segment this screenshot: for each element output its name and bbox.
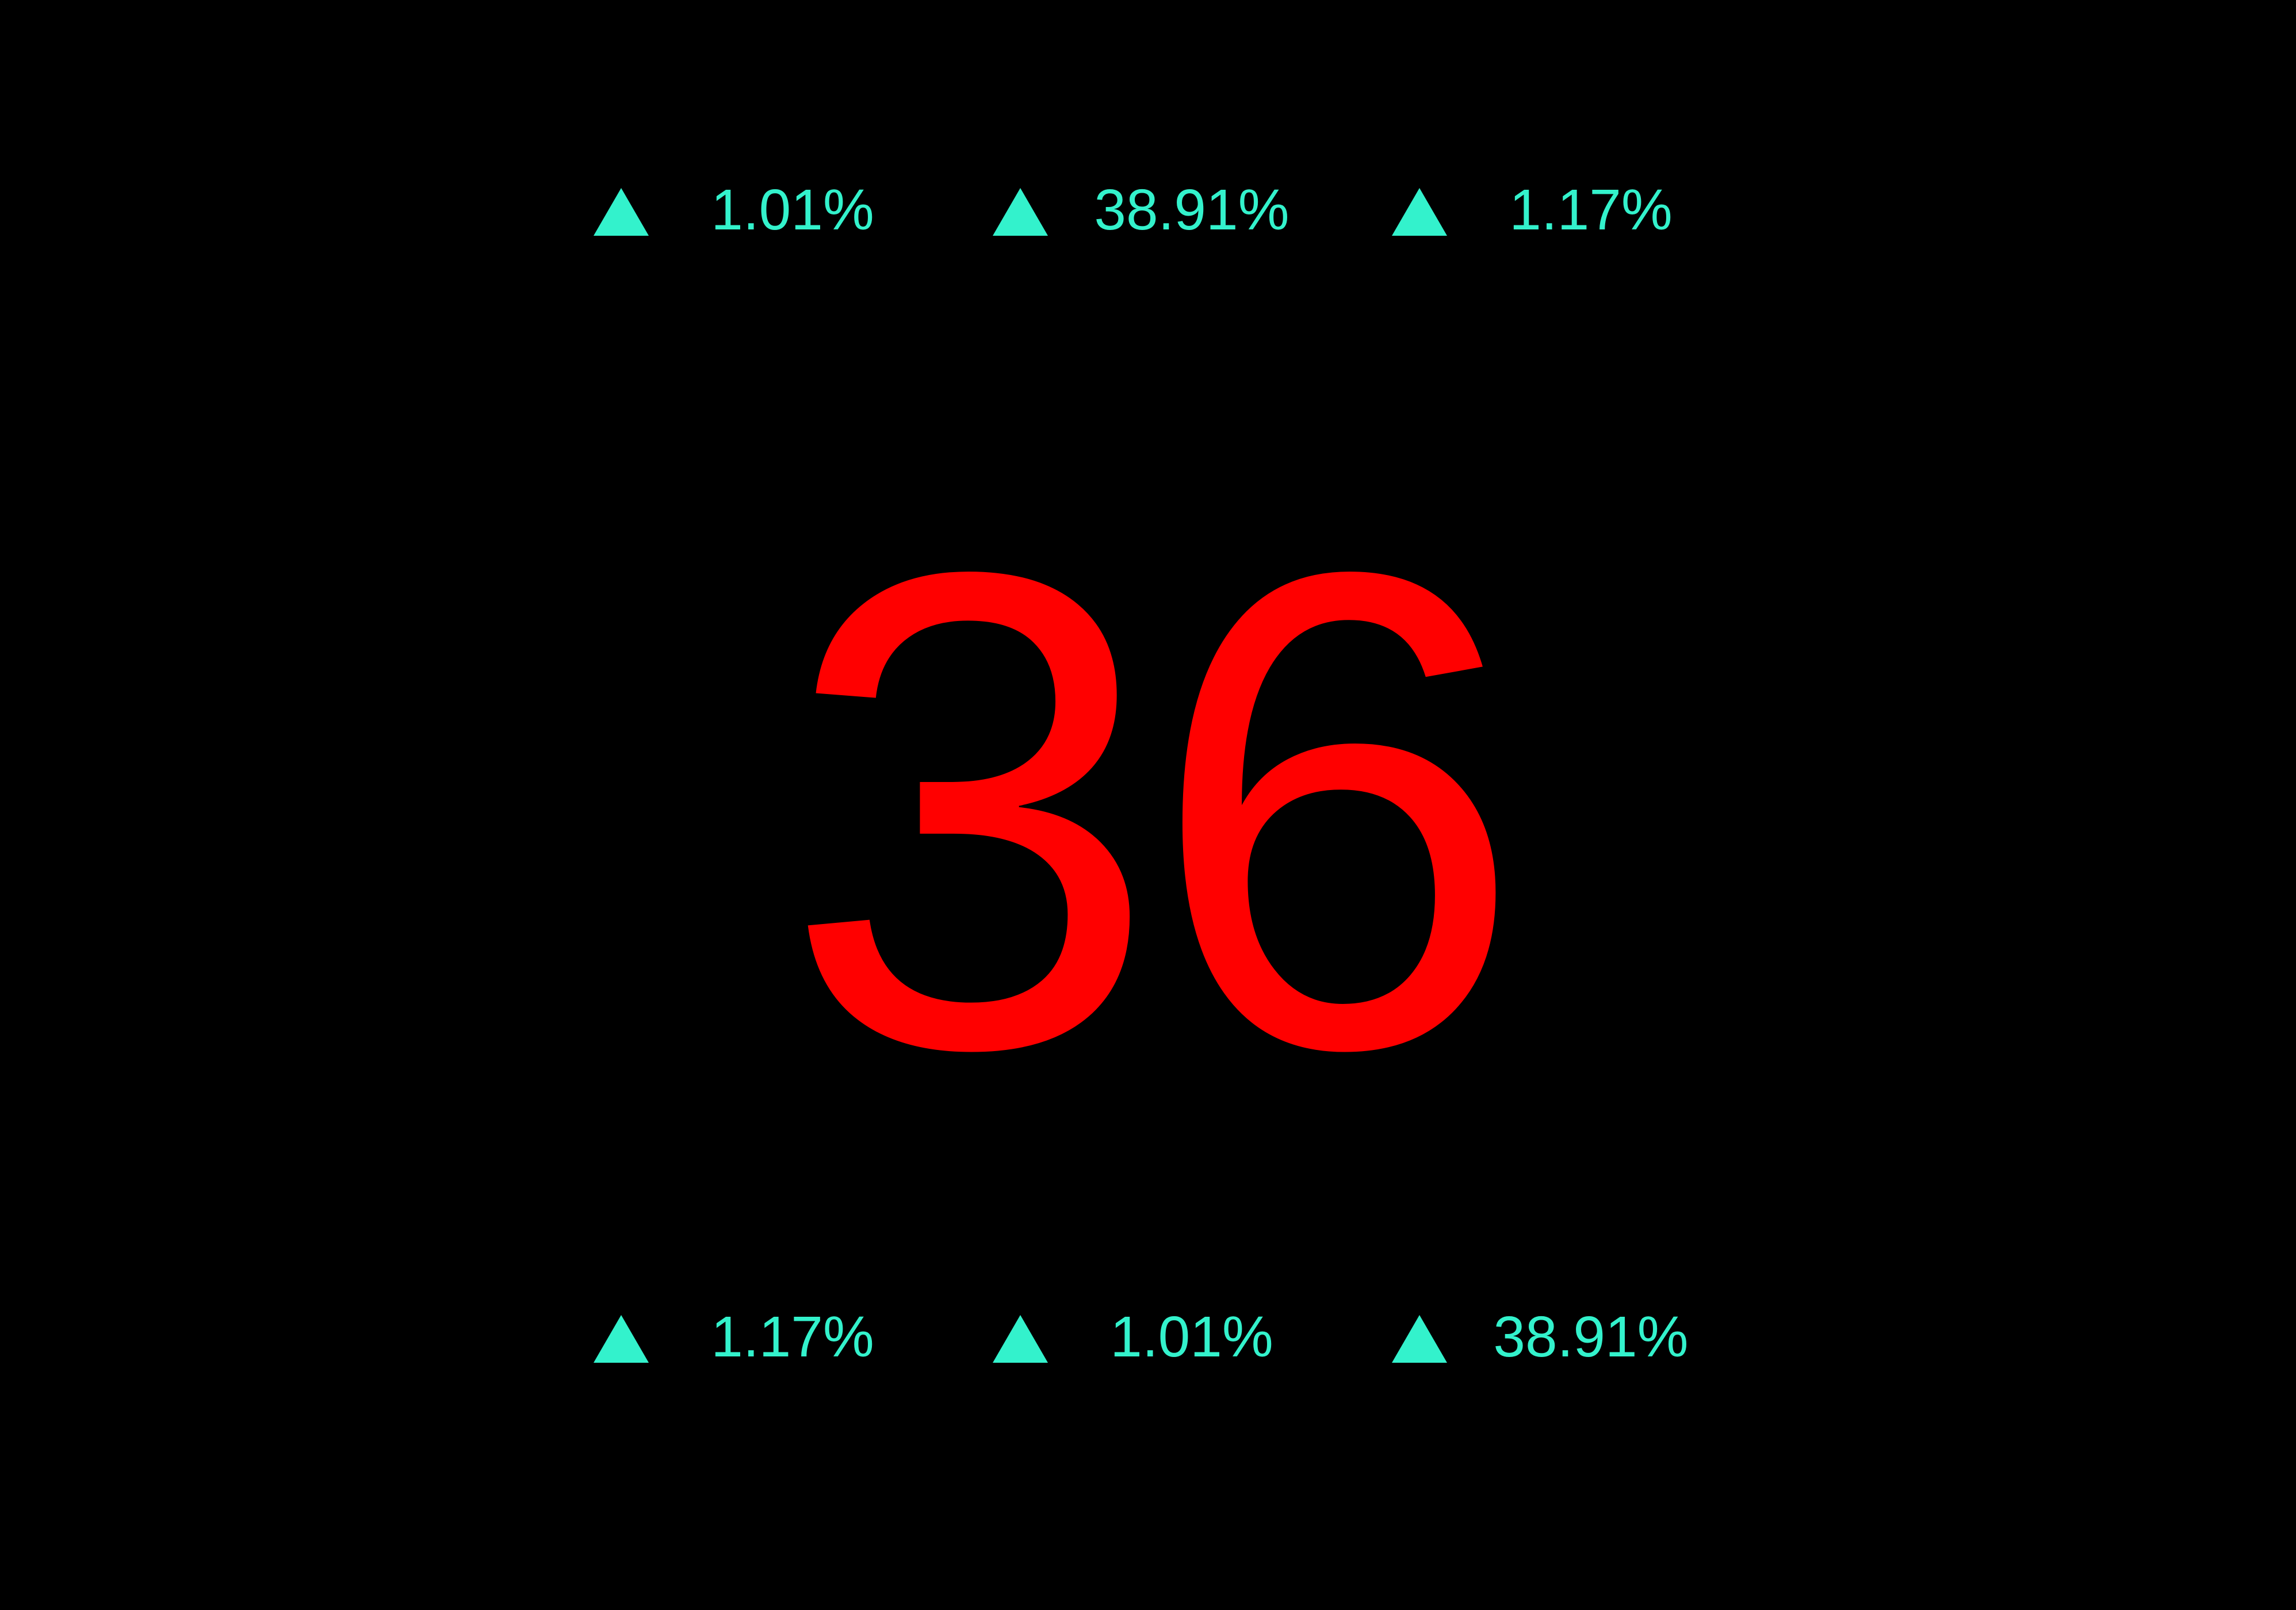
change-indicator: 1.17% [1392,175,1791,244]
change-percent: 1.17% [1509,178,1673,242]
change-indicator: 1.01% [594,175,993,244]
change-percent: 38.91% [1094,178,1289,242]
triangle-up-icon [993,1315,1048,1363]
change-percent: 1.01% [1110,1305,1273,1369]
change-percent: 1.01% [711,178,874,242]
change-indicator: 38.91% [993,175,1392,244]
triangle-up-icon [993,188,1048,236]
main-value: 36 [782,432,1526,1190]
change-indicator: 1.01% [993,1302,1392,1371]
change-indicator: 38.91% [1392,1302,1791,1371]
triangle-up-icon [594,188,649,236]
triangle-up-icon [1392,188,1447,236]
bottom-change-row: 1.17% 1.01% 38.91% [0,1302,2296,1371]
change-percent: 1.17% [711,1305,874,1369]
triangle-up-icon [594,1315,649,1363]
triangle-up-icon [1392,1315,1447,1363]
top-change-row: 1.01% 38.91% 1.17% [0,175,2296,244]
change-percent: 38.91% [1493,1305,1689,1369]
change-indicator: 1.17% [594,1302,993,1371]
